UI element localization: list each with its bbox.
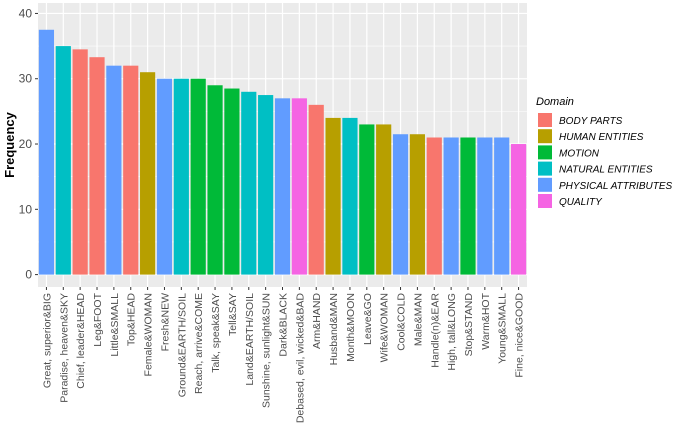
- x-tick-label: Dark&BLACK: [278, 293, 290, 357]
- legend-key: [538, 194, 552, 208]
- legend-title: Domain: [536, 96, 574, 108]
- x-tick-label: Chief, leader&HEAD: [75, 293, 87, 389]
- x-tick-label: Debased, evil, wicked&BAD: [294, 293, 306, 424]
- x-tick-label: Ground&EARTH/SOIL: [176, 293, 188, 397]
- bar: [190, 78, 206, 275]
- x-tick-label: Tell&SAY: [227, 293, 239, 336]
- legend-key: [538, 177, 552, 192]
- legend-label: PHYSICAL ATTRIBUTES: [559, 181, 673, 192]
- bars: [38, 29, 527, 275]
- bar: [140, 72, 156, 275]
- bar: [106, 65, 122, 275]
- bar: [426, 137, 442, 275]
- x-tick-label: Leg&FOOT: [92, 292, 104, 346]
- x-tick-label: Handle(n)&EAR: [429, 293, 441, 368]
- legend-key: [538, 161, 552, 176]
- x-tick-label: Great, superior&BIG: [41, 293, 53, 388]
- bar: [460, 137, 476, 275]
- x-tick-label: Stop&STAND: [463, 293, 475, 357]
- bar: [477, 137, 493, 275]
- x-tick-label: Fresh&NEW: [159, 293, 171, 351]
- y-tick-label: 40: [19, 6, 33, 20]
- x-tick-label: Arm&HAND: [311, 293, 323, 349]
- x-tick-label: Cool&COLD: [396, 293, 408, 351]
- legend-label: QUALITY: [559, 197, 603, 208]
- x-tick-label: Leave&GO: [362, 293, 374, 345]
- bar: [156, 78, 173, 275]
- bar: [89, 57, 105, 275]
- x-tick-label: Month&MOON: [345, 293, 357, 362]
- bar: [291, 98, 307, 275]
- x-tick-label: Talk, speak&SAY: [210, 293, 222, 373]
- legend-label: BODY PARTS: [559, 116, 623, 127]
- legend: Domain BODY PARTS HUMAN ENTITIES MOTION NAT…: [536, 96, 673, 208]
- legend-key: [538, 113, 552, 127]
- bar: [123, 65, 139, 275]
- x-tick-label: Fine, nice&GOOD: [514, 293, 526, 378]
- x-tick-label: Land&EARTH/SOIL: [244, 293, 256, 386]
- legend-label: HUMAN ENTITIES: [559, 132, 644, 143]
- bar: [72, 49, 88, 275]
- x-tick-label: Young&SMALL: [497, 293, 509, 364]
- x-tick-label: Paradise, heaven&SKY: [58, 293, 70, 403]
- legend-key: [538, 129, 552, 144]
- bar: [494, 137, 510, 275]
- x-tick-label: Sunshine, sunlight&SUN: [261, 293, 273, 408]
- bar: [274, 98, 291, 275]
- y-tick-label: 30: [19, 72, 33, 86]
- y-axis-label: Frequency: [2, 111, 17, 178]
- y-tick-label: 10: [19, 202, 33, 216]
- x-axis: Great, superior&BIG Paradise, heaven&SKY C…: [41, 287, 526, 424]
- legend-label: MOTION: [559, 148, 600, 159]
- bar: [342, 117, 358, 275]
- bar: [359, 124, 375, 275]
- y-axis: 0 10 20 30 40: [19, 6, 38, 282]
- x-tick-label: Male&MAN: [412, 293, 424, 346]
- y-tick-label: 0: [25, 268, 32, 282]
- x-tick-label: Top&HEAD: [126, 293, 138, 347]
- bar: [325, 117, 341, 275]
- bar: [258, 95, 274, 275]
- bar: [55, 46, 71, 275]
- bar: [443, 137, 459, 275]
- bar: [510, 144, 527, 275]
- x-tick-label: Warm&HOT: [480, 292, 492, 349]
- bar: [392, 134, 409, 275]
- bar: [376, 124, 392, 275]
- legend-key: [538, 145, 552, 160]
- x-tick-label: Reach, arrive&COME: [193, 293, 205, 394]
- bar: [207, 85, 223, 275]
- x-tick-label: Female&WOMAN: [143, 293, 155, 376]
- x-tick-label: Husband&MAN: [328, 293, 340, 365]
- bar: [409, 134, 425, 275]
- y-tick-label: 20: [19, 137, 33, 151]
- bar: [224, 88, 240, 275]
- x-tick-label: Little&SMALL: [109, 293, 121, 357]
- bar: [38, 29, 55, 275]
- x-tick-label: Wife&WOMAN: [379, 293, 391, 362]
- x-tick-label: High, tall&LONG: [446, 293, 458, 371]
- bar: [308, 104, 324, 275]
- bar: [173, 78, 189, 275]
- bar: [241, 91, 257, 275]
- legend-label: NATURAL ENTITIES: [559, 165, 653, 176]
